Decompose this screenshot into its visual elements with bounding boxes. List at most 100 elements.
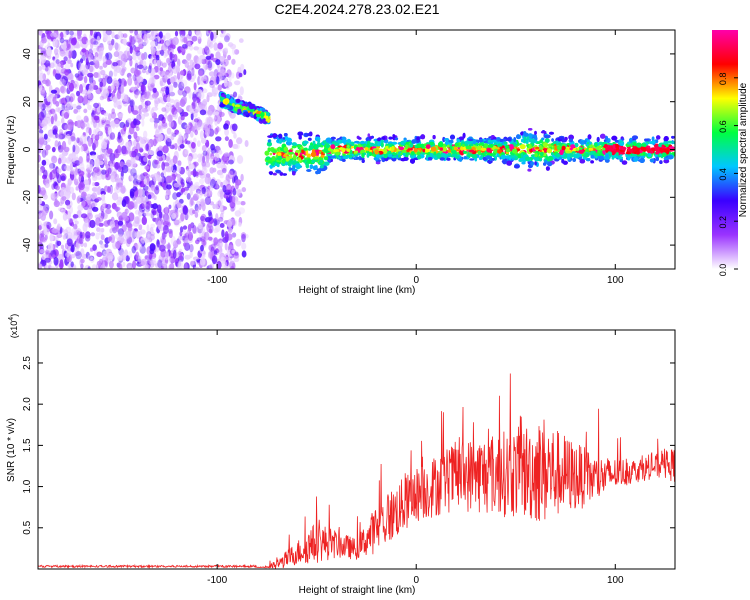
spectrogram-pixel [118,262,122,269]
spectrogram-pixel [132,260,137,269]
spectrogram-pixel [151,30,154,37]
spectrogram-pixel [236,155,244,164]
spectrogram-pixel [224,99,229,106]
spectrogram-pixel [78,61,82,71]
spectrogram-pixel [60,187,66,193]
spectrogram-pixel [79,84,83,94]
spectrogram-pixel [276,163,280,168]
spectrogram-pixel [133,172,138,180]
spectrogram-pixel [629,137,634,143]
spectrogram-pixel [117,228,124,237]
spectrogram-pixel [115,50,119,57]
spectrogram-pixel [128,212,135,222]
spectrogram-pixel [173,182,180,188]
spectrogram-pixel [73,223,78,230]
spectrogram-pixel [174,30,179,37]
spectrogram-pixel [158,114,165,121]
spectrogram-pixel [182,206,189,215]
spectrogram-pixel [107,40,113,46]
spectrogram-pixel [227,227,233,234]
spectrogram-pixel [40,91,47,96]
spectrogram-pixel [143,178,147,185]
spectrogram-pixel [164,193,169,199]
spectrogram-pixel [76,196,81,204]
spectrogram-pixel [128,76,132,84]
spectrogram-pixel [96,35,101,44]
spectrogram-pixel [137,37,144,46]
spectrogram-pixel [122,98,129,107]
spectrogram-pixel [127,265,132,269]
spectrogram-pixel [266,141,272,147]
spectrogram-pixel [107,167,112,175]
spectrogram-pixel [187,155,193,162]
spectrogram-pixel [186,53,192,61]
spectrogram-pixel [188,163,195,170]
spectrogram-pixel [143,112,150,117]
spectrogram-pixel [96,197,102,201]
spectrogram-pixel [212,159,216,166]
spectrogram-pixel [63,56,68,62]
spectrogram-pixel [101,141,108,150]
spectrogram-pixel [306,153,311,159]
spectrogram-pixel [214,127,219,135]
spectrogram-pixel [49,171,53,181]
spectrogram-pixel [88,137,92,147]
spectrogram-pixel [69,96,74,103]
spectrogram-pixel [202,150,208,156]
spectrogram-pixel [75,229,81,236]
spectrogram-pixel [163,207,170,215]
spectrogram-pixel [215,136,222,142]
spectrogram-pixel [204,217,211,223]
spectrogram-pixel [150,31,156,41]
spectrogram-pixel [165,194,170,201]
spectrogram-pixel [241,250,247,258]
spectrogram-pixel [238,94,241,99]
spectrogram-pixel [79,258,84,267]
spectrogram-pixel [143,130,148,139]
spectrogram-pixel [216,76,220,85]
spectrogram-pixel [208,62,215,70]
spectrogram-pixel [105,30,112,36]
spectrogram-pixel [201,231,207,240]
spectrogram-pixel [227,54,232,61]
spectrogram-pixel [213,42,218,51]
spectrogram-pixel [221,229,225,238]
spectrogram-pixel [48,109,53,115]
spectrogram-pixel [169,76,176,84]
spectrogram-pixel [127,209,131,214]
spectrogram-pixel [105,52,113,61]
spectrogram-pixel [206,94,210,103]
spectrogram-pixel [106,97,111,102]
spectrogram-pixel [83,242,88,248]
spectrogram-pixel [184,262,188,269]
spectrogram-pixel [193,46,200,51]
spectrogram-pixel [101,169,107,175]
spectrogram-pixel [40,89,47,98]
spectrogram-pixel [50,266,56,269]
spectrogram-pixel [81,191,87,198]
spectrogram-pixel [126,159,132,167]
spectrogram-pixel [238,72,243,78]
spectrogram-pixel [156,50,160,56]
spectrogram-pixel [81,36,88,45]
spectrogram-pixel [178,134,183,140]
spectrogram-pixel [113,80,120,88]
spectrogram-pixel [204,175,211,185]
spectrogram-pixel [103,157,108,166]
spectrogram-pixel [58,133,66,140]
spectrogram-pixel [87,72,94,78]
spectrogram-pixel [63,112,69,119]
spectrogram-pixel [207,60,213,69]
spectrogram-pixel [39,248,45,254]
spectrogram-pixel [154,100,159,108]
spectrogram-pixel [154,123,159,130]
spectrogram-pixel [214,114,218,122]
spectrogram-pixel [54,140,59,147]
spectrogram-pixel [94,120,101,129]
spectrogram-pixel [114,162,120,170]
spectrogram-pixel [86,212,93,220]
spectrogram-pixel [150,223,156,229]
spectrogram-pixel [138,155,145,163]
spectrogram-pixel [149,248,155,255]
spectrogram-pixel [138,188,143,197]
